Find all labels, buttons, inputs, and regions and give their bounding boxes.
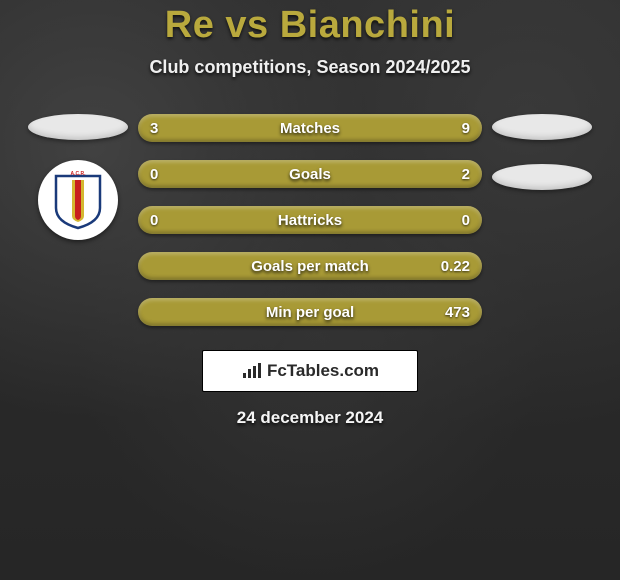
brand-box[interactable]: FcTables.com — [202, 350, 418, 392]
player-ellipse-left — [28, 114, 128, 140]
right-column — [482, 114, 602, 190]
stat-left-value: 0 — [150, 212, 186, 229]
left-column: A.C.R. — [18, 114, 138, 240]
badge-inner: A.C.R. — [52, 170, 104, 230]
stat-row-matches: 3 Matches 9 — [138, 114, 482, 142]
stat-row-mpg: Min per goal 473 — [138, 298, 482, 326]
stat-label: Min per goal — [266, 304, 354, 321]
stat-left-value: 3 — [150, 120, 186, 137]
stat-right-value: 2 — [434, 166, 470, 183]
player-ellipse-right-1 — [492, 114, 592, 140]
page-subtitle: Club competitions, Season 2024/2025 — [149, 57, 470, 78]
stat-label: Matches — [280, 120, 340, 137]
badge-text-top: A.C.R. — [71, 171, 87, 177]
stat-right-value: 9 — [434, 120, 470, 137]
stat-right-value: 0 — [434, 212, 470, 229]
stats-column: 3 Matches 9 0 Goals 2 0 Hattricks 0 Goal… — [138, 114, 482, 326]
content-wrapper: Re vs Bianchini Club competitions, Seaso… — [0, 0, 620, 580]
date-text: 24 december 2024 — [237, 408, 384, 428]
stat-label: Hattricks — [278, 212, 342, 229]
brand-text: FcTables.com — [267, 361, 379, 381]
stat-row-gpm: Goals per match 0.22 — [138, 252, 482, 280]
club-badge-left: A.C.R. — [38, 160, 118, 240]
stat-row-goals: 0 Goals 2 — [138, 160, 482, 188]
stat-right-value: 0.22 — [434, 258, 470, 275]
player-ellipse-right-2 — [492, 164, 592, 190]
stat-left-value: 0 — [150, 166, 186, 183]
main-area: A.C.R. 3 Matches 9 0 Goals 2 0 Hattricks… — [0, 114, 620, 326]
stat-right-value: 473 — [434, 304, 470, 321]
stat-row-hattricks: 0 Hattricks 0 — [138, 206, 482, 234]
chart-icon — [241, 362, 263, 380]
stat-label: Goals — [289, 166, 331, 183]
stat-label: Goals per match — [251, 258, 369, 275]
page-title: Re vs Bianchini — [165, 4, 455, 47]
shield-icon: A.C.R. — [52, 170, 104, 230]
